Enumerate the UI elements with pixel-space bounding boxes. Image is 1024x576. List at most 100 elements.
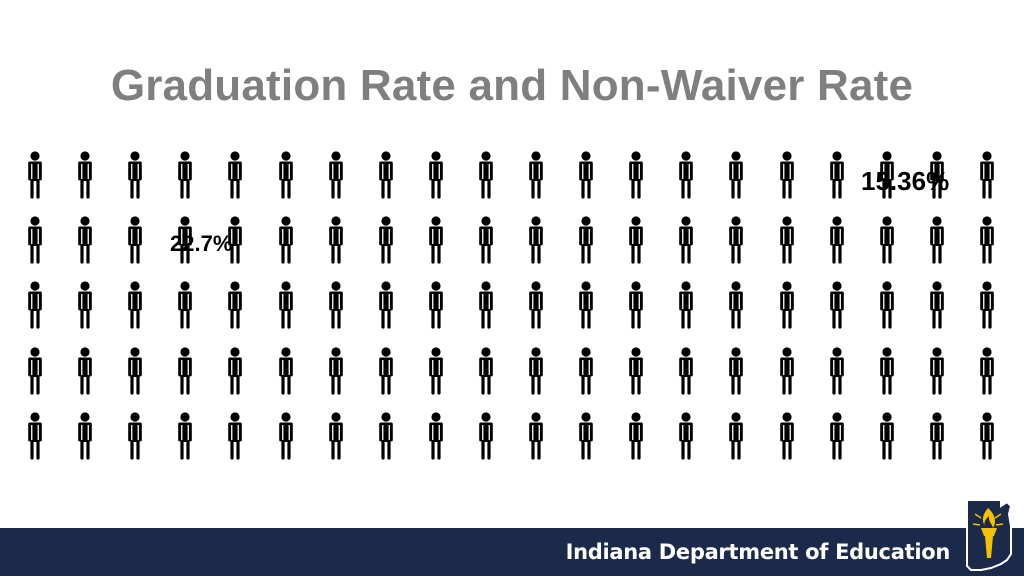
person-icon [526, 347, 546, 395]
person-icon [977, 281, 997, 329]
person-icon [576, 281, 596, 329]
person-icon [726, 412, 746, 460]
person-icon [225, 216, 245, 264]
person-icon [125, 281, 145, 329]
person-icon [426, 281, 446, 329]
person-icon [25, 151, 45, 199]
person-icon [125, 347, 145, 395]
person-icon [75, 412, 95, 460]
person-icon [326, 216, 346, 264]
person-icon [927, 281, 947, 329]
person-icon [426, 347, 446, 395]
person-icon [877, 216, 897, 264]
organization-name: Indiana Department of Education [565, 540, 951, 564]
person-icon [75, 151, 95, 199]
person-icon [526, 216, 546, 264]
person-icon [75, 347, 95, 395]
person-icon [977, 216, 997, 264]
person-icon [426, 151, 446, 199]
slide-title: Graduation Rate and Non-Waiver Rate [110, 61, 914, 110]
person-icon [676, 281, 696, 329]
person-icon [777, 151, 797, 199]
person-icon [827, 151, 847, 199]
person-icon [326, 151, 346, 199]
person-icon [626, 412, 646, 460]
person-icon [526, 412, 546, 460]
person-icon [576, 151, 596, 199]
person-icon [877, 412, 897, 460]
person-icon [125, 216, 145, 264]
person-icon [225, 151, 245, 199]
person-icon [576, 216, 596, 264]
footer-bar: Indiana Department of Education [0, 528, 1024, 576]
person-icon [225, 347, 245, 395]
person-icon [476, 151, 496, 199]
person-icon [376, 216, 396, 264]
person-icon [877, 347, 897, 395]
person-icon [276, 281, 296, 329]
person-icon [626, 151, 646, 199]
person-icon [426, 216, 446, 264]
person-icon [777, 347, 797, 395]
person-icon [175, 151, 195, 199]
person-icon [676, 347, 696, 395]
person-icon [777, 281, 797, 329]
person-icon [175, 347, 195, 395]
person-icon [777, 412, 797, 460]
person-icon [326, 347, 346, 395]
person-icon [225, 412, 245, 460]
person-icon [326, 412, 346, 460]
stat-label-second-row: 22.7% [170, 231, 233, 256]
person-icon [276, 216, 296, 264]
person-icon [476, 216, 496, 264]
person-icon [476, 281, 496, 329]
person-icon [426, 412, 446, 460]
person-icon [276, 151, 296, 199]
person-icon [827, 216, 847, 264]
person-icon [75, 216, 95, 264]
person-icon [476, 412, 496, 460]
person-icon [977, 412, 997, 460]
person-icon [175, 281, 195, 329]
person-icon [626, 347, 646, 395]
person-icon [175, 216, 195, 264]
person-icon [726, 151, 746, 199]
person-icon [526, 151, 546, 199]
person-icon [376, 281, 396, 329]
person-icon [125, 412, 145, 460]
person-icon [376, 412, 396, 460]
person-icon [376, 347, 396, 395]
person-icon [827, 412, 847, 460]
person-icon [25, 216, 45, 264]
person-icon [376, 151, 396, 199]
person-icon [977, 151, 997, 199]
person-icon [827, 281, 847, 329]
person-icon [25, 281, 45, 329]
person-icon [676, 412, 696, 460]
stat-label-top-right: 15.36% [861, 166, 950, 196]
person-icon [626, 281, 646, 329]
person-icon [777, 216, 797, 264]
person-icon [927, 412, 947, 460]
person-icon [75, 281, 95, 329]
person-icon [526, 281, 546, 329]
person-icon [626, 216, 646, 264]
person-icon [476, 347, 496, 395]
person-icon [726, 281, 746, 329]
person-icon [326, 281, 346, 329]
person-icon [877, 281, 897, 329]
person-icon [877, 151, 897, 199]
person-icon [927, 216, 947, 264]
person-icon [977, 347, 997, 395]
person-icon [676, 151, 696, 199]
person-icon [25, 412, 45, 460]
person-icon [276, 347, 296, 395]
person-icon [927, 151, 947, 199]
indiana-torch-logo-icon [961, 496, 1015, 574]
person-icon [576, 347, 596, 395]
person-icon [726, 347, 746, 395]
person-icon [726, 216, 746, 264]
person-icon [927, 347, 947, 395]
person-icon [276, 412, 296, 460]
person-icon [125, 151, 145, 199]
